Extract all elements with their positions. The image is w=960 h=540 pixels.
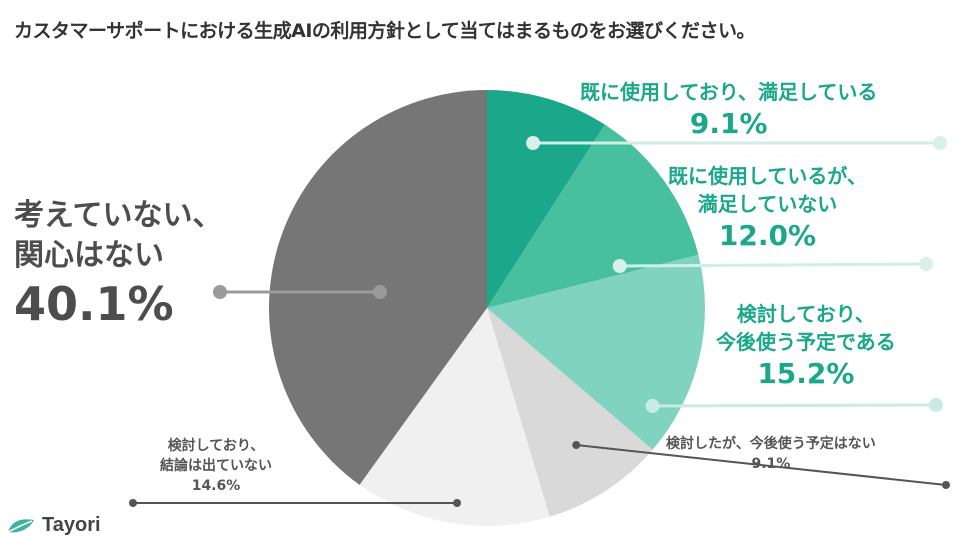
- brand-logo: Tayori: [6, 514, 101, 537]
- label-not-interested-text1: 考えていない、: [14, 196, 223, 236]
- leader-dot-end-4: [942, 481, 950, 489]
- label-undecided-text2: 結論は出ていない: [160, 456, 272, 476]
- leader-dot-start-5: [453, 499, 461, 507]
- label-not-interested-pct: 40.1%: [14, 276, 223, 332]
- label-not-interested-text2: 関心はない: [14, 236, 223, 276]
- label-no-plan-text: 検討したが、今後使う予定はない: [666, 434, 876, 454]
- label-undecided-text1: 検討しており、: [160, 436, 272, 456]
- leader-dot-start-1: [526, 136, 540, 150]
- label-satisfied: 既に使用しており、満足している 9.1%: [580, 78, 877, 142]
- label-planning-text1: 検討しており、: [716, 300, 896, 328]
- label-undecided-pct: 14.6%: [160, 476, 272, 496]
- leader-dot-end-3: [929, 398, 943, 412]
- brand-name: Tayori: [42, 514, 101, 537]
- leader-line-2: [620, 264, 926, 266]
- label-unsatisfied: 既に使用しているが、 満足していない 12.0%: [668, 162, 867, 254]
- leader-dot-start-6: [373, 285, 387, 299]
- label-unsatisfied-text1: 既に使用しているが、: [668, 162, 867, 190]
- leader-line-3: [653, 405, 936, 406]
- label-undecided: 検討しており、 結論は出ていない 14.6%: [160, 436, 272, 496]
- leader-dot-start-3: [646, 399, 660, 413]
- label-no-plan: 検討したが、今後使う予定はない 9.1%: [666, 434, 876, 474]
- label-no-plan-pct: 9.1%: [666, 454, 876, 474]
- label-satisfied-text: 既に使用しており、満足している: [580, 78, 877, 106]
- leader-dot-start-4: [572, 441, 580, 449]
- leader-dot-end-5: [129, 499, 137, 507]
- label-unsatisfied-text2: 満足していない: [668, 190, 867, 218]
- tayori-leaf-icon: [6, 516, 36, 536]
- label-satisfied-pct: 9.1%: [580, 106, 877, 142]
- label-not-interested: 考えていない、 関心はない 40.1%: [14, 196, 223, 332]
- label-unsatisfied-pct: 12.0%: [668, 218, 867, 254]
- leader-dot-start-2: [613, 259, 627, 273]
- label-planning-pct: 15.2%: [716, 356, 896, 392]
- leader-dot-end-2: [919, 257, 933, 271]
- leader-dot-end-1: [933, 136, 947, 150]
- label-planning: 検討しており、 今後使う予定である 15.2%: [716, 300, 896, 392]
- label-planning-text2: 今後使う予定である: [716, 328, 896, 356]
